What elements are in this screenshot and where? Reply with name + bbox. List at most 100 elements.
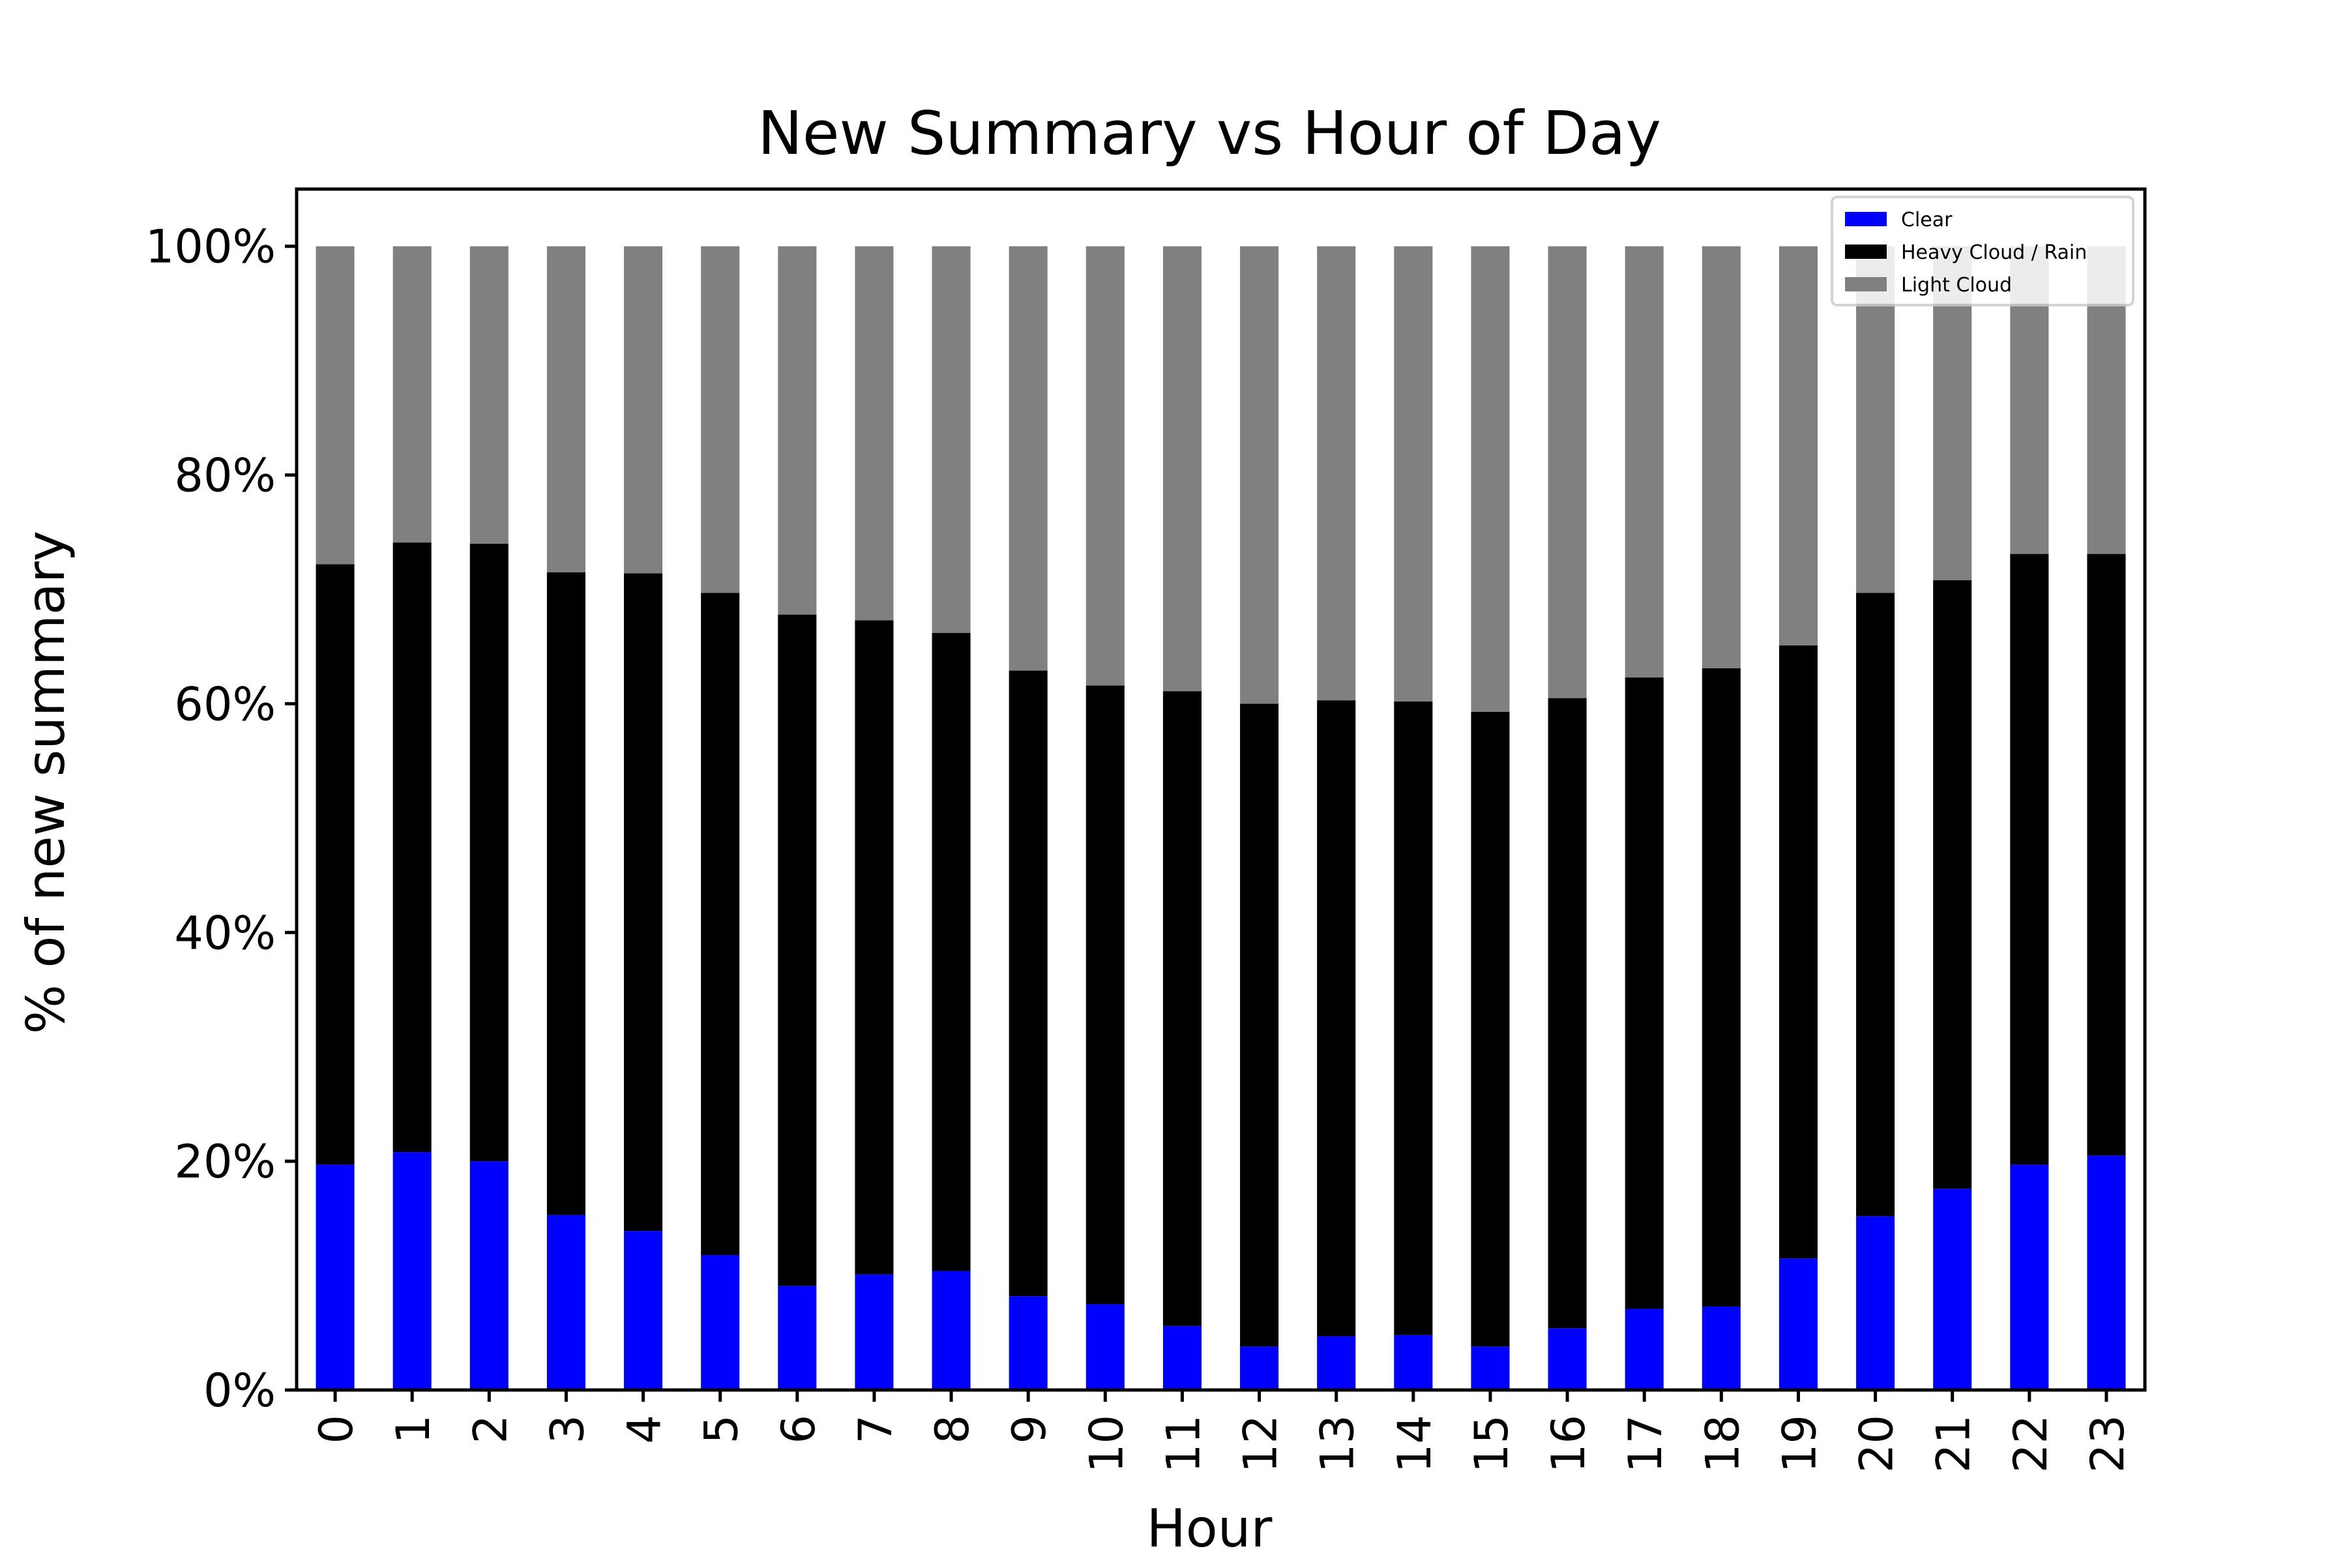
bar-light-cloud-hour-4 [624, 246, 663, 574]
y-tick-label: 60% [174, 677, 276, 731]
x-tick-label: 12 [1234, 1415, 1288, 1473]
bar-clear-hour-16 [1548, 1328, 1587, 1390]
bar-light-cloud-hour-13 [1317, 246, 1356, 701]
bar-clear-hour-17 [1625, 1309, 1664, 1390]
x-tick-label: 4 [618, 1415, 672, 1444]
axes-layer: 0%20%40%60%80%100%0 1 2 3 4 5 6 7 8 9 10 11 12 13 14 15… [145, 187, 2147, 1473]
bar-clear-hour-23 [2087, 1155, 2126, 1390]
bar-light-cloud-hour-14 [1394, 246, 1433, 702]
chart-title: New Summary vs Hour of Day [758, 98, 1661, 168]
bar-clear-hour-1 [392, 1152, 432, 1390]
bar-heavy-cloud-rain-hour-1 [392, 542, 432, 1153]
bar-light-cloud-hour-16 [1548, 246, 1587, 698]
legend-swatch [1845, 212, 1887, 226]
bar-heavy-cloud-rain-hour-16 [1548, 698, 1587, 1329]
x-tick-label: 13 [1311, 1415, 1365, 1473]
bar-heavy-cloud-rain-hour-3 [546, 572, 585, 1215]
x-tick-label: 21 [1927, 1415, 1981, 1473]
x-tick-label: 16 [1542, 1415, 1595, 1473]
bar-clear-hour-0 [316, 1164, 355, 1390]
y-tick-label: 80% [174, 449, 276, 503]
bar-light-cloud-hour-11 [1162, 246, 1202, 692]
bar-light-cloud-hour-2 [469, 246, 509, 544]
x-tick-label: 18 [1696, 1415, 1749, 1473]
bar-heavy-cloud-rain-hour-2 [469, 543, 509, 1162]
bar-heavy-cloud-rain-hour-5 [701, 593, 740, 1255]
x-tick-label: 10 [1080, 1415, 1133, 1473]
bar-heavy-cloud-rain-hour-23 [2087, 554, 2126, 1156]
bar-heavy-cloud-rain-hour-11 [1162, 691, 1202, 1326]
x-tick-label: 19 [1773, 1415, 1826, 1473]
bar-light-cloud-hour-19 [1779, 246, 1818, 645]
bar-heavy-cloud-rain-hour-21 [1933, 580, 1972, 1189]
bar-heavy-cloud-rain-hour-9 [1009, 670, 1048, 1297]
bar-heavy-cloud-rain-hour-22 [2010, 554, 2049, 1165]
bar-light-cloud-hour-10 [1085, 246, 1125, 686]
bar-light-cloud-hour-3 [546, 246, 585, 572]
bar-clear-hour-21 [1933, 1189, 1972, 1390]
bar-light-cloud-hour-5 [701, 246, 740, 593]
bar-clear-hour-11 [1162, 1325, 1202, 1390]
y-axis-label: % of new summary [16, 531, 76, 1034]
bar-light-cloud-hour-1 [392, 246, 432, 543]
legend-swatch [1845, 244, 1887, 259]
legend-label: Heavy Cloud / Rain [1901, 241, 2087, 264]
bar-light-cloud-hour-0 [316, 246, 355, 565]
bar-heavy-cloud-rain-hour-13 [1317, 700, 1356, 1337]
legend-box [1831, 196, 2134, 306]
bar-heavy-cloud-rain-hour-8 [932, 632, 971, 1271]
y-tick-label: 40% [174, 906, 276, 960]
bar-heavy-cloud-rain-hour-17 [1625, 677, 1664, 1309]
bar-heavy-cloud-rain-hour-12 [1240, 703, 1279, 1347]
bar-clear-hour-9 [1009, 1296, 1048, 1390]
bar-clear-hour-13 [1317, 1336, 1356, 1390]
bar-light-cloud-hour-7 [855, 246, 894, 621]
bar-heavy-cloud-rain-hour-7 [855, 620, 894, 1275]
x-tick-label: 1 [387, 1415, 440, 1444]
x-tick-label: 15 [1465, 1415, 1518, 1473]
y-tick-label: 0% [203, 1364, 276, 1417]
bar-clear-hour-4 [624, 1231, 663, 1390]
x-tick-label: 0 [310, 1415, 363, 1444]
x-tick-label: 5 [695, 1415, 748, 1444]
bar-heavy-cloud-rain-hour-19 [1779, 645, 1818, 1259]
bar-light-cloud-hour-17 [1625, 246, 1664, 678]
bar-heavy-cloud-rain-hour-4 [624, 573, 663, 1232]
bar-heavy-cloud-rain-hour-10 [1085, 685, 1125, 1305]
y-tick-label: 20% [174, 1135, 276, 1189]
bar-light-cloud-hour-8 [932, 246, 971, 633]
x-tick-label: 14 [1388, 1415, 1441, 1473]
bar-heavy-cloud-rain-hour-14 [1394, 701, 1433, 1335]
x-tick-label: 3 [540, 1415, 594, 1444]
x-tick-label: 8 [926, 1415, 979, 1444]
bar-light-cloud-hour-15 [1471, 246, 1510, 712]
bars-layer [316, 246, 2126, 1390]
bar-clear-hour-3 [546, 1215, 585, 1390]
bar-clear-hour-6 [778, 1286, 817, 1390]
x-tick-label: 7 [849, 1415, 902, 1444]
bar-clear-hour-18 [1702, 1306, 1741, 1390]
bar-clear-hour-8 [932, 1271, 971, 1390]
bar-light-cloud-hour-9 [1009, 246, 1048, 671]
bar-clear-hour-2 [469, 1161, 509, 1390]
bar-light-cloud-hour-6 [778, 246, 817, 615]
x-axis-label: Hour [1147, 1498, 1273, 1559]
legend-swatch [1845, 277, 1887, 291]
x-tick-label: 11 [1157, 1415, 1210, 1473]
x-tick-label: 2 [464, 1415, 517, 1444]
bar-clear-hour-20 [1856, 1216, 1895, 1390]
bar-heavy-cloud-rain-hour-6 [778, 614, 817, 1286]
bar-light-cloud-hour-12 [1240, 246, 1279, 704]
x-tick-label: 17 [1619, 1415, 1672, 1473]
x-tick-label: 22 [2004, 1415, 2058, 1473]
bar-clear-hour-5 [701, 1254, 740, 1390]
x-tick-label: 6 [772, 1415, 825, 1444]
x-tick-label: 9 [1003, 1415, 1056, 1444]
bar-heavy-cloud-rain-hour-20 [1856, 593, 1895, 1217]
bar-clear-hour-7 [855, 1274, 894, 1390]
bar-heavy-cloud-rain-hour-15 [1471, 711, 1510, 1347]
x-tick-label: 20 [1850, 1415, 1904, 1473]
plot-frame [295, 187, 2147, 1392]
